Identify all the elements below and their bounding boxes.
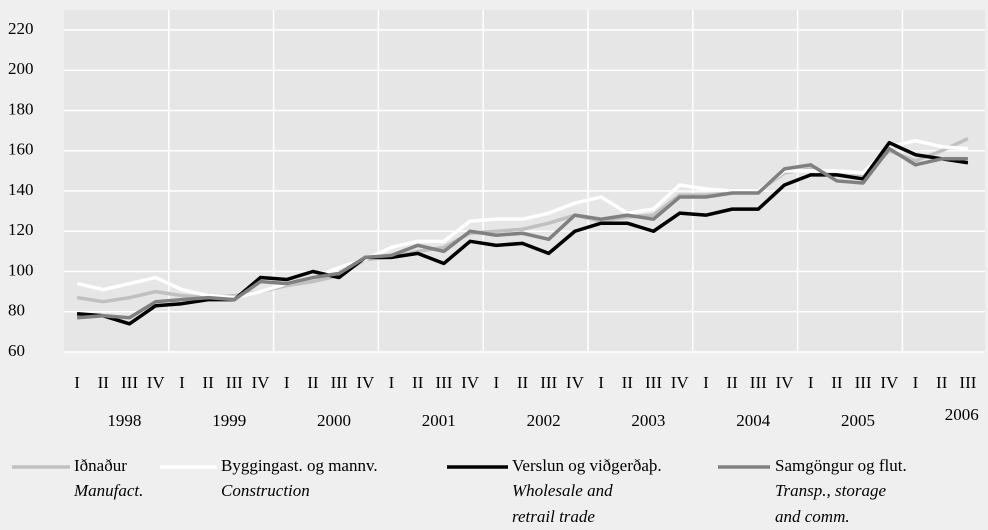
legend-label: Verslun og viðgerðaþ.	[512, 456, 662, 475]
series-line	[76, 146, 968, 320]
y-tick-label: 220	[8, 19, 34, 38]
x-tick-label: III	[435, 373, 452, 392]
x-tick-label: III	[645, 373, 662, 392]
x-tick-label: III	[959, 373, 976, 392]
x-tick-label: IV	[776, 373, 795, 392]
year-label: 2002	[527, 411, 561, 430]
year-label: 2000	[317, 411, 351, 430]
x-tick-label: II	[936, 373, 948, 392]
legend-subtitle: Construction	[221, 481, 310, 500]
x-tick-label: II	[202, 373, 214, 392]
y-tick-label: 160	[8, 140, 34, 159]
legend-subtitle: Wholesale and	[512, 481, 613, 500]
y-tick-label: 120	[8, 220, 34, 239]
x-tick-label: II	[622, 373, 634, 392]
x-tick-label: IV	[671, 373, 690, 392]
x-tick-label: I	[179, 373, 185, 392]
y-tick-label: 80	[8, 301, 25, 320]
x-tick-label: II	[517, 373, 529, 392]
legend-subtitle: Manufact.	[73, 481, 143, 500]
legend-label: Byggingast. og mannv.	[221, 456, 378, 475]
x-tick-label: II	[726, 373, 738, 392]
x-tick-label: I	[389, 373, 395, 392]
x-tick-label: IV	[356, 373, 375, 392]
x-tick-label: I	[493, 373, 499, 392]
y-tick-label: 100	[8, 260, 34, 279]
legend-label: Iðnaður	[74, 456, 127, 475]
y-tick-label: 60	[8, 341, 25, 360]
x-tick-label: IV	[880, 373, 899, 392]
year-label: 2006	[945, 405, 979, 424]
x-tick-label: I	[808, 373, 814, 392]
x-tick-label: III	[750, 373, 767, 392]
year-label: 1999	[212, 411, 246, 430]
x-tick-label: III	[540, 373, 557, 392]
year-label: 2004	[736, 411, 771, 430]
y-tick-label: 140	[8, 180, 34, 199]
x-tick-label: IV	[566, 373, 585, 392]
legend-subtitle: Transp., storage	[775, 481, 886, 500]
x-tick-label: I	[74, 373, 80, 392]
x-tick-label: I	[913, 373, 919, 392]
legend-subtitle: retrail trade	[512, 507, 595, 526]
x-tick-label: II	[831, 373, 843, 392]
x-tick-label: III	[855, 373, 872, 392]
x-tick-label: IV	[147, 373, 166, 392]
x-tick-label: I	[284, 373, 290, 392]
year-label: 2001	[422, 411, 456, 430]
x-tick-label: III	[226, 373, 243, 392]
legend-subtitle: and comm.	[775, 507, 850, 526]
x-tick-label: IV	[252, 373, 271, 392]
x-tick-label: I	[598, 373, 604, 392]
x-tick-label: II	[307, 373, 319, 392]
year-label: 1998	[107, 411, 141, 430]
x-tick-label: I	[703, 373, 709, 392]
year-label: 2005	[841, 411, 875, 430]
legend-label: Samgöngur og flut.	[775, 456, 907, 475]
y-tick-label: 180	[8, 99, 34, 118]
y-tick-label: 200	[8, 59, 34, 78]
x-tick-label: II	[412, 373, 424, 392]
year-label: 2003	[631, 411, 665, 430]
x-tick-label: II	[98, 373, 110, 392]
x-tick-label: III	[121, 373, 138, 392]
x-tick-label: III	[331, 373, 348, 392]
x-tick-label: IV	[461, 373, 480, 392]
